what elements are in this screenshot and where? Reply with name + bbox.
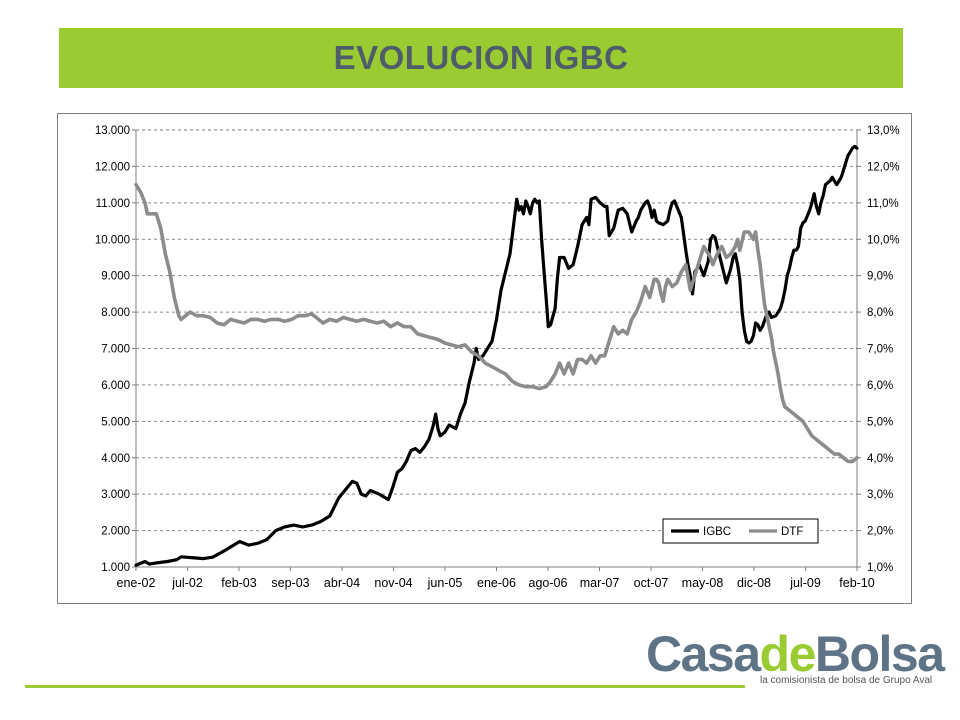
logo-part-bolsa: Bolsa (814, 626, 945, 682)
y-left-tick-label: 1.000 (101, 562, 130, 574)
y-right-tick-label: 10,0% (867, 234, 900, 246)
x-tick-label: may-08 (682, 576, 724, 590)
chart-frame: 13.000 12.000 11.000 10.000 9.000 8.000 7.000 6… (57, 113, 912, 604)
x-tick-label: abr-04 (324, 576, 360, 590)
x-tick-label: oct-07 (634, 576, 669, 590)
y-left-tick-label: 10.000 (95, 234, 130, 246)
logo-part-de: de (759, 626, 817, 682)
y-right-tick-label: 7,0% (867, 344, 893, 356)
y-left-tick-label: 6.000 (101, 380, 130, 392)
chart-svg: 13.000 12.000 11.000 10.000 9.000 8.000 7.000 6… (95, 125, 900, 590)
y-right-tick-label: 9,0% (867, 271, 893, 283)
footer-divider (25, 685, 745, 688)
y-right-tick-label: 3,0% (867, 489, 893, 501)
x-tick-label: ene-06 (477, 576, 516, 590)
x-tick-label: nov-04 (374, 576, 412, 590)
page-title: EVOLUCION IGBC (333, 39, 629, 76)
y-right-tick-label: 12,0% (867, 161, 900, 173)
x-tick-label: ago-06 (529, 576, 568, 590)
y-right-tick-label: 8,0% (867, 307, 893, 319)
x-tick-label: dic-08 (737, 576, 771, 590)
x-tick-label: jun-05 (427, 576, 463, 590)
y-left-tick-label: 9.000 (101, 271, 130, 283)
y-right-tick-label: 13,0% (867, 125, 900, 137)
y-left-tick-label: 5.000 (101, 416, 130, 428)
x-tick-label: mar-07 (580, 576, 620, 590)
title-bar: EVOLUCION IGBC (59, 28, 903, 88)
y-left-tick-label: 2.000 (101, 526, 130, 538)
logo-wordmark: CasadeBolsa (646, 625, 945, 683)
x-tick-label: jul-09 (789, 576, 821, 590)
y-right-tick-label: 11,0% (867, 198, 899, 210)
y-right-tick-label: 5,0% (867, 416, 893, 428)
logo-part-casa: Casa (646, 626, 761, 682)
y-right-tick-label: 1,0% (867, 562, 893, 574)
y-left-tick-label: 12.000 (95, 161, 130, 173)
x-tick-label: jul-02 (171, 576, 203, 590)
x-tick-label: feb-03 (221, 576, 256, 590)
y-left-tick-label: 13.000 (95, 125, 130, 137)
legend-label-igbc: IGBC (703, 526, 731, 538)
y-left-tick-label: 11.000 (96, 198, 130, 210)
y-right-tick-label: 2,0% (867, 526, 893, 538)
series-line-dtf (134, 182, 859, 464)
series-line-igbc (134, 144, 859, 567)
x-tick-label: ene-02 (117, 576, 156, 590)
y-left-tick-label: 8.000 (101, 307, 130, 319)
y-right-tick-label: 6,0% (867, 380, 893, 392)
logo-tagline: la comisionista de bolsa de Grupo Aval (760, 675, 933, 686)
legend-label-dtf: DTF (781, 526, 803, 538)
company-logo: CasadeBolsa la comisionista de bolsa de … (640, 625, 945, 695)
y-right-tick-label: 4,0% (867, 453, 893, 465)
y-left-tick-label: 4.000 (101, 453, 130, 465)
x-tick-label: sep-03 (271, 576, 309, 590)
y-left-tick-label: 3.000 (101, 489, 130, 501)
y-left-tick-label: 7.000 (101, 344, 130, 356)
x-tick-label: feb-10 (839, 576, 874, 590)
